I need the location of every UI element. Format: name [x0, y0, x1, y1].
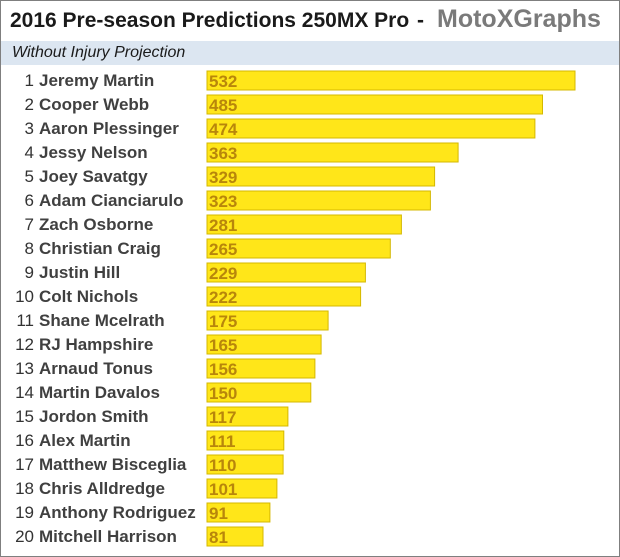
bar — [206, 214, 402, 235]
chart-title: 2016 Pre-season Predictions 250MX Pro — [10, 9, 410, 32]
category-label: Justin Hill — [39, 263, 120, 282]
subtitle-band: Without Injury Projection — [1, 41, 619, 65]
category-label: Mitchell Harrison — [39, 527, 177, 546]
bar — [206, 478, 278, 499]
category-label: Chris Alldredge — [39, 479, 165, 498]
data-label: 281 — [209, 216, 237, 235]
bar — [206, 310, 329, 331]
bar — [206, 406, 289, 427]
data-label: 229 — [209, 264, 237, 283]
bar — [206, 118, 536, 139]
category-label: Jessy Nelson — [39, 143, 148, 162]
bar — [206, 502, 271, 523]
rank-label: 2 — [25, 95, 34, 114]
category-label: Zach Osborne — [39, 215, 153, 234]
category-label: Shane Mcelrath — [39, 311, 165, 330]
category-label: Cooper Webb — [39, 95, 149, 114]
data-label: 165 — [209, 336, 237, 355]
rank-label: 9 — [25, 263, 34, 282]
rank-label: 5 — [25, 167, 34, 186]
rank-label: 14 — [15, 383, 34, 402]
category-label: Arnaud Tonus — [39, 359, 153, 378]
data-label: 156 — [209, 360, 237, 379]
title-bar: 2016 Pre-season Predictions 250MX Pro - … — [1, 1, 619, 41]
data-label: 222 — [209, 288, 237, 307]
bar — [206, 358, 316, 379]
rank-label: 15 — [15, 407, 34, 426]
category-label: Adam Cianciarulo — [39, 191, 184, 210]
rank-label: 18 — [15, 479, 34, 498]
bar — [206, 286, 362, 307]
rank-label: 7 — [25, 215, 34, 234]
bar — [206, 190, 431, 211]
data-label: 111 — [209, 432, 236, 451]
category-label: Christian Craig — [39, 239, 161, 258]
bar — [206, 382, 312, 403]
bar — [206, 526, 264, 547]
data-label: 150 — [209, 384, 237, 403]
category-label: Alex Martin — [39, 431, 131, 450]
category-label: Jeremy Martin — [39, 71, 154, 90]
brand-name: MotoXGraphs — [437, 5, 601, 33]
rank-label: 3 — [25, 119, 34, 138]
bar — [206, 262, 366, 283]
bar — [206, 166, 436, 187]
rank-label: 16 — [15, 431, 34, 450]
data-label: 110 — [209, 456, 236, 475]
title-separator: - — [417, 9, 424, 32]
category-label: Martin Davalos — [39, 383, 160, 402]
data-label: 474 — [209, 120, 238, 139]
category-label: Matthew Bisceglia — [39, 455, 187, 474]
rank-label: 10 — [15, 287, 34, 306]
rank-label: 20 — [15, 527, 34, 546]
category-label: Aaron Plessinger — [39, 119, 179, 138]
category-label: Anthony Rodriguez — [39, 503, 196, 522]
rank-label: 6 — [25, 191, 34, 210]
bar — [206, 334, 322, 355]
data-label: 532 — [209, 72, 237, 91]
data-label: 81 — [209, 528, 228, 547]
rank-label: 19 — [15, 503, 34, 522]
bar — [206, 94, 543, 115]
data-label: 91 — [209, 504, 228, 523]
rank-label: 4 — [25, 143, 34, 162]
rank-label: 8 — [25, 239, 34, 258]
data-label: 485 — [209, 96, 237, 115]
rank-label: 1 — [25, 71, 34, 90]
rank-label: 11 — [16, 311, 34, 330]
data-label: 175 — [209, 312, 237, 331]
data-label: 265 — [209, 240, 237, 259]
data-label: 329 — [209, 168, 237, 187]
category-label: Joey Savatgy — [39, 167, 148, 186]
data-label: 363 — [209, 144, 237, 163]
category-label: Colt Nichols — [39, 287, 138, 306]
category-label: RJ Hampshire — [39, 335, 153, 354]
rank-label: 12 — [15, 335, 34, 354]
bar — [206, 430, 285, 451]
bar — [206, 238, 391, 259]
data-label: 323 — [209, 192, 237, 211]
chart-subtitle: Without Injury Projection — [12, 44, 186, 61]
category-label: Jordon Smith — [39, 407, 149, 426]
bar — [206, 142, 459, 163]
rank-label: 13 — [15, 359, 34, 378]
bar — [206, 454, 284, 475]
data-label: 117 — [209, 408, 236, 427]
rank-label: 17 — [15, 455, 34, 474]
data-label: 101 — [209, 480, 237, 499]
bar — [206, 70, 576, 91]
